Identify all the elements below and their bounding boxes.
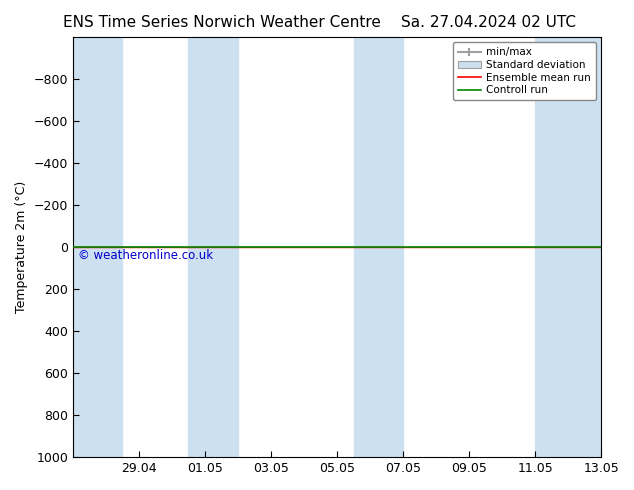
Text: © weatheronline.co.uk: © weatheronline.co.uk [78, 249, 213, 262]
Bar [73, 37, 122, 457]
Text: ENS Time Series Norwich Weather Centre: ENS Time Series Norwich Weather Centre [63, 15, 381, 30]
Y-axis label: Temperature 2m (°C): Temperature 2m (°C) [15, 181, 28, 313]
Bar [535, 37, 601, 457]
Text: Sa. 27.04.2024 02 UTC: Sa. 27.04.2024 02 UTC [401, 15, 576, 30]
Bar [354, 37, 403, 457]
Bar [188, 37, 238, 457]
Legend: min/max, Standard deviation, Ensemble mean run, Controll run: min/max, Standard deviation, Ensemble me… [453, 42, 596, 100]
